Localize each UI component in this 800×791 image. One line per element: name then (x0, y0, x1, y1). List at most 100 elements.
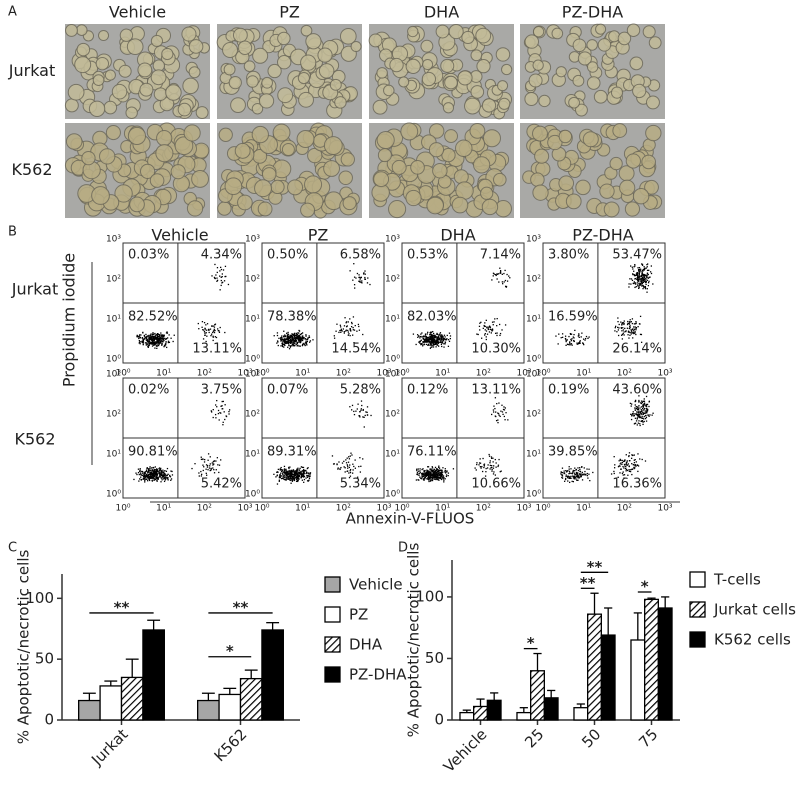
cell-dot (302, 473, 304, 475)
cell-dot (301, 475, 304, 477)
cell-dot (352, 316, 355, 318)
cell-dot (284, 469, 286, 471)
cell-dot (639, 423, 641, 425)
y-tick-label: 10³ (385, 235, 400, 245)
cell-dot (485, 471, 487, 473)
bar (261, 629, 284, 721)
cell-dot (276, 332, 279, 334)
cell-dot (301, 471, 303, 473)
cell-dot (422, 473, 425, 476)
cell-dot (205, 332, 207, 334)
cell-dot (151, 472, 153, 474)
y-tick-label: 10⁰ (106, 355, 121, 365)
cell-dot (623, 474, 626, 476)
y-tick-label: 10² (385, 410, 400, 420)
cell-dot (640, 400, 643, 402)
cell (482, 129, 501, 148)
cell-dot (421, 468, 423, 471)
cell-dot (565, 344, 567, 346)
significance-label: * (226, 642, 234, 660)
cell-dot (424, 341, 426, 343)
cell-dot (485, 330, 488, 332)
cell (626, 23, 641, 37)
cell-dot (584, 473, 587, 475)
cell-dot (433, 344, 435, 346)
cell (257, 201, 273, 217)
cell-dot (434, 343, 437, 346)
cell-dot (631, 328, 634, 331)
cell-dot (369, 283, 371, 286)
cell-dot (299, 471, 301, 474)
cell-dot (302, 336, 304, 339)
cell-dot (489, 468, 491, 470)
cell-dot (633, 415, 635, 417)
cell-dot (146, 339, 149, 342)
cell-dot (215, 336, 218, 339)
cell-dot (646, 412, 648, 414)
cell (577, 51, 592, 66)
cell-dot (167, 473, 169, 475)
cell-dot (622, 329, 625, 331)
quadrant-value: 39.85% (548, 445, 598, 460)
cell-dot (630, 283, 632, 285)
cell-dot (476, 463, 478, 466)
cell-dot (643, 274, 645, 277)
cell-dot (431, 337, 433, 339)
cell-dot (629, 327, 631, 329)
cell-dot (419, 335, 422, 338)
cell (497, 80, 509, 92)
cell (258, 93, 275, 109)
cell-dot (156, 333, 159, 335)
cell-dot (620, 321, 622, 323)
cell-dot (579, 467, 581, 469)
cell-dot (165, 478, 167, 480)
cell (126, 38, 144, 56)
cell-dot (353, 276, 356, 278)
cell-dot (349, 468, 352, 471)
cell-dot (633, 462, 636, 464)
cell-dot (644, 279, 646, 282)
cell-dot (628, 327, 631, 330)
cell-dot (331, 455, 334, 457)
cell-dot (652, 412, 654, 414)
cell-dot (632, 331, 634, 333)
cell-dot (480, 321, 482, 323)
cell-dot (429, 337, 432, 339)
cell-dot (427, 466, 429, 468)
cell-dot (640, 402, 643, 405)
cell-dot (283, 478, 286, 481)
cell-dot (640, 277, 642, 280)
cell-dot (638, 416, 640, 418)
quadrant-value: 26.14% (612, 342, 662, 357)
cell-dot (637, 275, 639, 278)
cell-dot (228, 409, 231, 411)
cell-dot (644, 277, 646, 280)
cell-dot (573, 339, 575, 342)
cell-dot (627, 330, 630, 332)
cell-dot (637, 465, 640, 467)
cell (188, 39, 204, 54)
cell-dot (628, 452, 631, 454)
cell (188, 66, 201, 79)
cell-dot (305, 343, 308, 345)
cell-dot (427, 340, 429, 342)
cell (165, 84, 182, 101)
cell-dot (505, 285, 508, 288)
cell-dot (299, 338, 301, 340)
cell-dot (641, 420, 644, 422)
cell-dot (586, 474, 589, 477)
cell-dot (137, 336, 139, 338)
cell-dot (208, 331, 210, 334)
cell-dot (570, 340, 573, 342)
cell-dot (288, 472, 290, 474)
cell-dot (338, 461, 340, 463)
cell-dot (207, 459, 209, 461)
cell-dot (287, 340, 289, 342)
cell-dot (487, 464, 489, 466)
cell-dot (297, 480, 299, 483)
cell-dot (637, 285, 639, 287)
cell-dot (154, 474, 156, 476)
cell-dot (482, 457, 484, 460)
cell-dot (495, 273, 497, 276)
cell-dot (290, 470, 293, 473)
